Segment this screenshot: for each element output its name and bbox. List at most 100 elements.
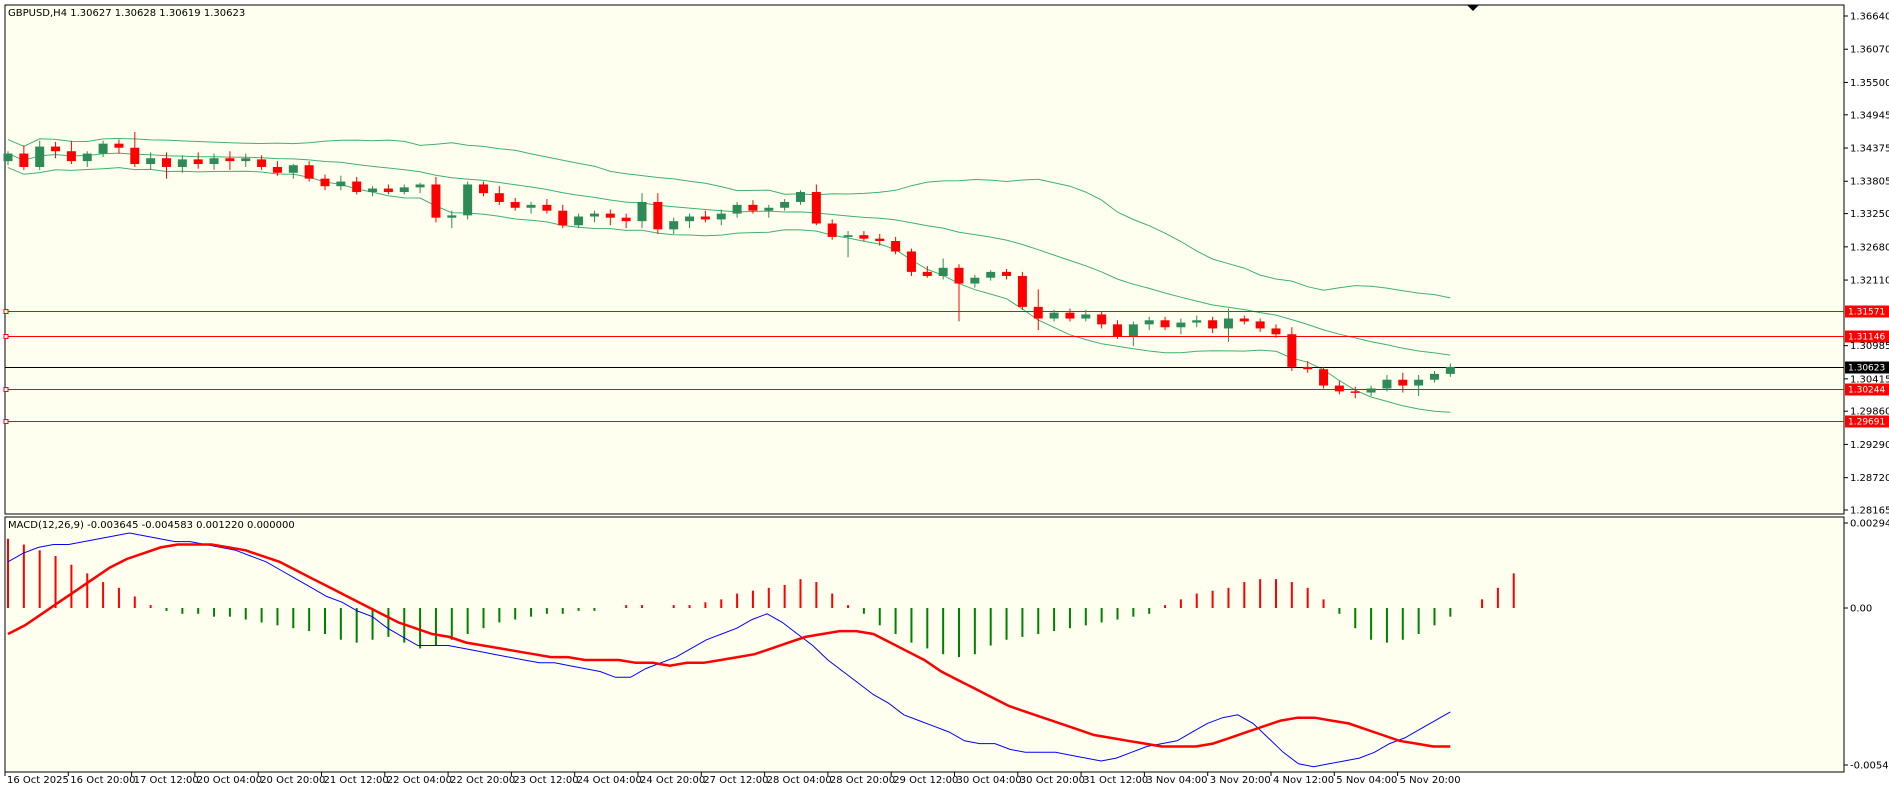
- candle-body: [1350, 391, 1360, 393]
- current-price-label: 1.30623: [1848, 364, 1885, 374]
- candle-body: [986, 271, 996, 278]
- macd-signal-line: [7, 543, 1451, 748]
- candle-body: [1239, 318, 1249, 322]
- candle-body: [875, 238, 885, 241]
- candle-body: [780, 201, 790, 208]
- macd-indicator: 0.002946 0.00 -0.00544: [7, 519, 1889, 772]
- x-tick-label: 30 Oct 20:00: [1020, 775, 1085, 786]
- line-anchor-icon[interactable]: [3, 309, 9, 314]
- candle-body: [1414, 379, 1424, 386]
- candle-body: [19, 153, 29, 167]
- y-tick-label: 1.28720: [1850, 473, 1889, 484]
- y-tick-label: 1.34945: [1850, 110, 1889, 121]
- candle-body: [637, 201, 647, 222]
- price-tag: [1845, 330, 1889, 343]
- candle-body: [700, 216, 710, 220]
- candle-body: [209, 158, 219, 165]
- y-tick-label: 1.29860: [1850, 407, 1889, 418]
- candle-body: [146, 158, 156, 165]
- candle-body: [114, 143, 124, 148]
- bb-upper-line: [7, 137, 1451, 299]
- current-price-tag: [1845, 361, 1889, 374]
- macd-pane[interactable]: [4, 516, 1845, 773]
- bb-middle-line: [7, 152, 1451, 356]
- candle-body: [1065, 312, 1075, 319]
- horizontal-lines[interactable]: 1.31571 1.31146 1.30244 1.29691 1.30623: [3, 305, 1889, 428]
- candle-body: [1097, 314, 1107, 325]
- x-tick-label: 28 Oct 20:00: [830, 775, 895, 786]
- price-tag: [1845, 305, 1889, 318]
- x-tick-label: 24 Oct 04:00: [577, 775, 642, 786]
- y-tick-label: 1.35500: [1850, 78, 1889, 89]
- candle-body: [479, 184, 488, 194]
- candle-body: [431, 184, 441, 218]
- x-tick-label: 27 Oct 12:00: [703, 775, 768, 786]
- line-anchor-icon[interactable]: [3, 387, 9, 392]
- candle-body: [954, 267, 964, 284]
- candlesticks: [3, 131, 1455, 399]
- candle-body: [304, 165, 314, 179]
- price-tag-label: 1.30244: [1848, 386, 1885, 396]
- y-tick-label: 1.30985: [1850, 341, 1889, 352]
- macd-main-line: [7, 532, 1451, 768]
- candle-body: [1113, 324, 1122, 337]
- candle-body: [605, 213, 615, 218]
- candle-body: [510, 201, 520, 208]
- x-tick-label: 30 Oct 04:00: [957, 775, 1022, 786]
- candle-body: [130, 147, 140, 165]
- x-tick-label: 31 Oct 12:00: [1083, 775, 1148, 786]
- x-tick-label: 21 Oct 12:00: [324, 775, 389, 786]
- candle-body: [82, 153, 92, 162]
- candle-body: [906, 251, 916, 272]
- x-tick-label: 16 Oct 20:00: [70, 775, 135, 786]
- x-tick-label: 16 Oct 2025: [7, 775, 69, 786]
- candle-body: [336, 181, 346, 187]
- candle-body: [669, 221, 679, 230]
- line-anchor-icon[interactable]: [3, 334, 9, 339]
- candle-body: [1017, 275, 1027, 307]
- candle-body: [1002, 271, 1012, 276]
- candle-body: [177, 159, 187, 167]
- candle-body: [3, 153, 13, 162]
- candle-body: [1303, 366, 1313, 370]
- candle-body: [811, 192, 821, 224]
- price-tag: [1845, 383, 1889, 396]
- x-tick-label: 5 Nov 04:00: [1336, 775, 1397, 786]
- y-tick-label: 1.29290: [1850, 440, 1889, 451]
- candle-body: [922, 271, 932, 276]
- candle-body: [1128, 324, 1138, 337]
- x-tick-label: 20 Oct 20:00: [260, 775, 325, 786]
- candle-body: [653, 201, 663, 230]
- candle-body: [66, 151, 76, 162]
- line-anchor-icon[interactable]: [3, 419, 9, 424]
- candle-body: [748, 204, 758, 211]
- candle-body: [1192, 320, 1202, 323]
- candle-body: [447, 215, 457, 218]
- candle-body: [415, 184, 425, 188]
- candle-body: [1081, 314, 1091, 319]
- y-tick-label: 1.30415: [1850, 374, 1889, 385]
- y-tick-label: 1.34375: [1850, 144, 1889, 155]
- candle-body: [621, 217, 631, 222]
- price-axis[interactable]: 1.36640 1.36070 1.35500 1.34945 1.34375 1.338…: [1844, 12, 1889, 517]
- bollinger-bands: [7, 137, 1451, 413]
- price-pane[interactable]: [4, 4, 1845, 515]
- candle-body: [1430, 373, 1439, 380]
- candle-body: [1287, 334, 1297, 367]
- candle-body: [98, 143, 108, 154]
- candle-body: [288, 165, 298, 173]
- x-tick-label: 24 Oct 20:00: [640, 775, 705, 786]
- x-tick-label: 3 Nov 04:00: [1146, 775, 1207, 786]
- chart-shift-marker-icon[interactable]: [1467, 5, 1479, 11]
- candle-body: [272, 166, 282, 173]
- candle-body: [162, 158, 171, 167]
- x-tick-label: 22 Oct 04:00: [387, 775, 452, 786]
- x-tick-label: 5 Nov 20:00: [1400, 775, 1461, 786]
- x-tick-label: 20 Oct 04:00: [197, 775, 262, 786]
- candle-body: [685, 216, 695, 222]
- candle-body: [1366, 388, 1376, 393]
- candle-body: [542, 204, 552, 211]
- y-tick-label: 1.36070: [1850, 45, 1889, 56]
